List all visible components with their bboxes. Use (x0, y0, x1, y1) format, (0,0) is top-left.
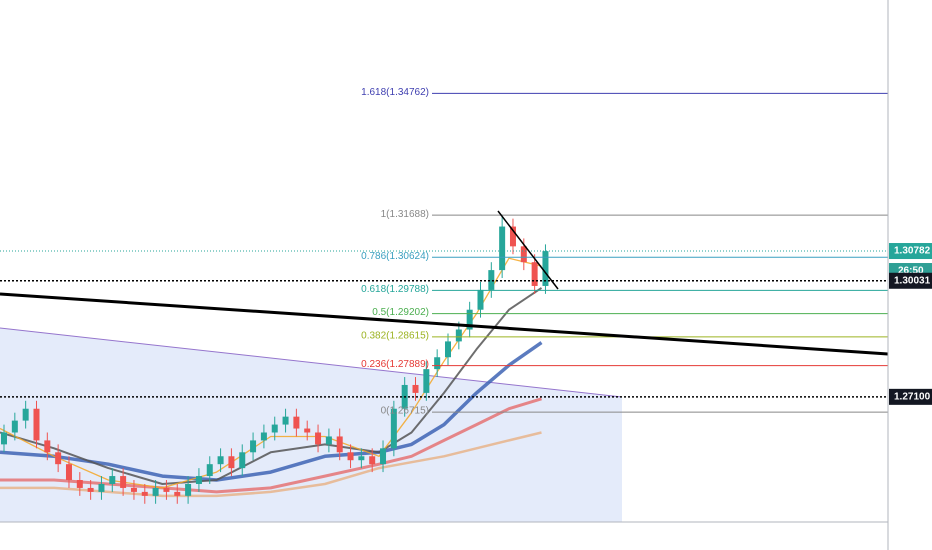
candle-body (185, 483, 192, 496)
candle-body (412, 384, 419, 393)
price-tag (889, 243, 932, 260)
candle-body (98, 483, 105, 492)
candle-body (33, 408, 40, 441)
candle-body (163, 487, 170, 492)
candle-body (488, 270, 495, 290)
candle-body (325, 436, 332, 445)
candle-body (239, 452, 246, 469)
candle-body (499, 226, 506, 271)
candle-body (1, 432, 7, 445)
candle-body (65, 464, 72, 481)
candle-body (271, 424, 278, 433)
candle-body (87, 487, 94, 492)
candle-body (141, 491, 148, 496)
candle-body (109, 476, 116, 484)
fib-label: 0.618(1.29788) (361, 284, 429, 295)
candle-body (195, 476, 202, 484)
trend-line (0, 292, 889, 356)
fib-label: 1.618(1.34762) (361, 87, 429, 98)
candle-body (369, 456, 376, 465)
candle-body (466, 309, 473, 330)
candle-body (423, 369, 430, 393)
candle-body (120, 476, 127, 488)
price-tag (889, 388, 932, 405)
candle-body (152, 487, 159, 496)
price-tag (889, 272, 932, 289)
candle-body (304, 428, 311, 433)
moving-average (0, 431, 542, 498)
plot: 1.618(1.34762) 1(1.31688) 0.786(1.30624) 0.… (0, 87, 888, 504)
candle-body (336, 436, 343, 453)
candle-body (542, 251, 549, 286)
moving-average (0, 287, 543, 485)
candle-body (55, 452, 62, 465)
candle-body (347, 452, 354, 461)
candle-body (11, 420, 18, 433)
candle-body (22, 408, 29, 421)
moving-average (0, 397, 542, 494)
candle-body (358, 456, 365, 461)
countdown-label: 26:50 (898, 266, 924, 277)
candle-body (250, 440, 257, 453)
candle-body (380, 448, 387, 465)
fib-label: 0.236(1.27889) (361, 359, 429, 370)
candle-body (206, 464, 213, 477)
fib-label: 0.5(1.29202) (372, 307, 429, 318)
fib-label: 0.786(1.30624) (361, 251, 429, 262)
candle-body (130, 487, 137, 492)
candle-body (531, 262, 538, 286)
pennant-line (497, 210, 559, 290)
candle-body (390, 408, 397, 449)
fib-label: 0(1.26715) (381, 406, 429, 417)
candle-body (455, 329, 462, 342)
candle-body (520, 246, 527, 263)
candle-body (445, 341, 451, 358)
candle-body (315, 432, 322, 445)
fib-label: 1(1.31688) (381, 209, 429, 220)
candle-body (217, 456, 224, 465)
candle-body (228, 456, 235, 469)
price-tag-label: 1.27100 (894, 391, 931, 402)
candle-body (477, 289, 484, 310)
candle-body (282, 416, 289, 425)
price-tag-label: 1.30782 (894, 246, 931, 257)
candle-body (76, 480, 83, 488)
price-tag-label: 1.30031 (894, 275, 931, 286)
candle-body (434, 357, 441, 370)
axes: 1.30782 26:501.30031 1.27100 (889, 243, 932, 405)
candle-body (174, 491, 181, 496)
candle-body (260, 432, 267, 441)
candle-body (293, 416, 300, 429)
candle-body (509, 226, 516, 247)
fib-label: 0.382(1.28615) (361, 330, 429, 341)
channel-line (0, 327, 623, 398)
moving-average (0, 341, 543, 482)
candle-body (44, 440, 51, 453)
